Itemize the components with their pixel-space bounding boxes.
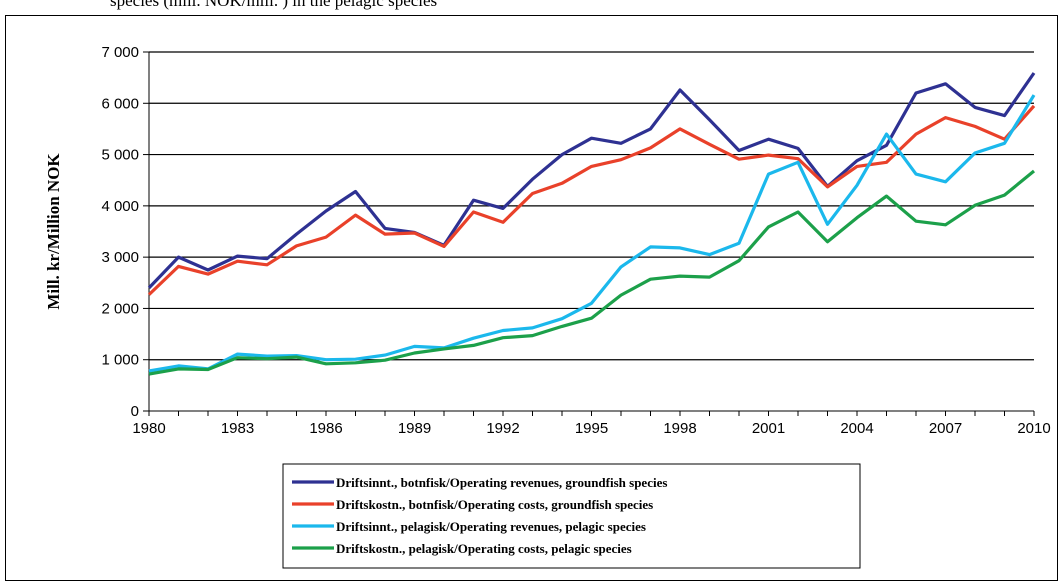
y-tick-label: 0 [131,403,139,420]
series-lines [147,72,1036,376]
x-tick-label: 1995 [575,420,608,437]
y-axis-label: Mill. kr/Million NOK [44,153,63,310]
x-tick-label: 2010 [1017,420,1050,437]
series-line-3 [148,94,1036,373]
caption-strip: species (mill. NOK/mill. ) in the pelagi… [0,0,1064,18]
legend-label-1: Driftsinnt., botnfisk/Operating revenues… [336,475,667,490]
x-tick-label: 1980 [132,420,165,437]
y-tick-label: 2 000 [101,300,139,317]
series-line-1 [147,72,1036,290]
legend-label-3: Driftsinnt., pelagisk/Operating revenues… [336,519,646,534]
line-chart: 1980 1983 1986 1989 1992 1995 1998 2001 2004 2007… [44,44,1051,569]
x-tick-label: 1998 [663,420,696,437]
x-tick-label: 1986 [309,420,342,437]
x-tick-label: 1992 [486,420,519,437]
legend-label-2: Driftskostn., botnfisk/Operating costs, … [336,497,653,512]
legend-box [282,463,861,569]
y-tick-label: 3 000 [101,249,139,266]
series-line-2 [147,104,1036,296]
y-tick-label: 4 000 [101,198,139,215]
y-tick-label: 5 000 [101,147,139,164]
chart-frame: 1980 1983 1986 1989 1992 1995 1998 2001 2004 2007… [5,15,1058,581]
x-tick-label: 2007 [929,420,962,437]
legend-label-4: Driftskostn., pelagisk/Operating costs, … [336,541,632,556]
series-line-4 [148,169,1036,376]
x-tick-labels: 1980 1983 1986 1989 1992 1995 1998 2001 2004 2007… [132,420,1050,437]
legend: Driftsinnt., botnfisk/Operating revenues… [282,463,861,569]
y-tick-label: 6 000 [101,95,139,112]
x-tick-label: 1983 [221,420,254,437]
x-tick-label: 2004 [840,420,873,437]
caption-fragment: species (mill. NOK/mill. ) in the pelagi… [110,0,438,10]
x-tick-label: 1989 [398,420,431,437]
y-tick-label: 7 000 [101,44,139,61]
grid-lines [149,51,1034,361]
axes [143,51,1035,416]
x-tick-label: 2001 [752,420,785,437]
y-tick-labels: 0 1 000 2 000 3 000 4 000 5 000 6 000 7 000 [101,44,139,420]
y-tick-label: 1 000 [101,352,139,369]
